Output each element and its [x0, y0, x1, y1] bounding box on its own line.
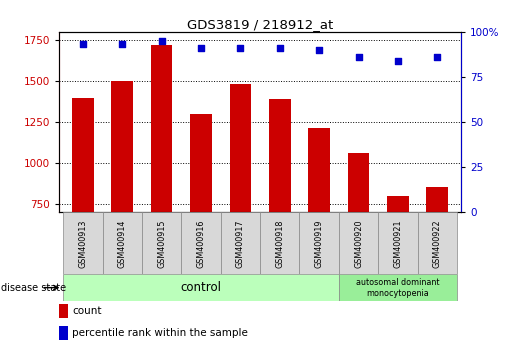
Bar [387, 196, 409, 212]
FancyBboxPatch shape [339, 274, 457, 301]
FancyBboxPatch shape [181, 212, 221, 274]
FancyBboxPatch shape [221, 212, 260, 274]
Bar [190, 114, 212, 212]
Bar [348, 153, 369, 212]
Text: GSM400917: GSM400917 [236, 219, 245, 268]
Bar [59, 304, 68, 318]
Bar [308, 128, 330, 212]
Bar [151, 45, 173, 212]
Point [276, 45, 284, 51]
Bar [426, 187, 448, 212]
Text: GSM400922: GSM400922 [433, 219, 442, 268]
FancyBboxPatch shape [102, 212, 142, 274]
Title: GDS3819 / 218912_at: GDS3819 / 218912_at [187, 18, 333, 31]
Text: GSM400918: GSM400918 [275, 219, 284, 268]
Text: GSM400920: GSM400920 [354, 219, 363, 268]
Point [354, 54, 363, 60]
FancyBboxPatch shape [299, 212, 339, 274]
Text: GSM400921: GSM400921 [393, 219, 402, 268]
Point [433, 54, 441, 60]
Text: GSM400916: GSM400916 [197, 219, 205, 268]
Bar [72, 97, 94, 212]
FancyBboxPatch shape [339, 212, 378, 274]
Point [79, 42, 87, 47]
Text: GSM400919: GSM400919 [315, 219, 323, 268]
Text: GSM400913: GSM400913 [78, 219, 88, 268]
FancyBboxPatch shape [142, 212, 181, 274]
Point [394, 58, 402, 64]
Point [197, 45, 205, 51]
FancyBboxPatch shape [63, 274, 339, 301]
Text: count: count [72, 306, 101, 316]
Text: control: control [180, 281, 221, 294]
FancyBboxPatch shape [418, 212, 457, 274]
Bar [111, 81, 133, 212]
Text: percentile rank within the sample: percentile rank within the sample [72, 328, 248, 338]
FancyBboxPatch shape [378, 212, 418, 274]
Bar [269, 99, 290, 212]
Text: autosomal dominant
monocytopenia: autosomal dominant monocytopenia [356, 278, 440, 298]
Bar [59, 326, 68, 340]
Point [236, 45, 245, 51]
Text: GSM400915: GSM400915 [157, 219, 166, 268]
FancyBboxPatch shape [63, 212, 102, 274]
Text: disease state: disease state [1, 282, 66, 293]
FancyBboxPatch shape [260, 212, 299, 274]
Bar [230, 84, 251, 212]
Text: GSM400914: GSM400914 [118, 219, 127, 268]
Point [158, 38, 166, 44]
Point [118, 42, 126, 47]
Point [315, 47, 323, 53]
